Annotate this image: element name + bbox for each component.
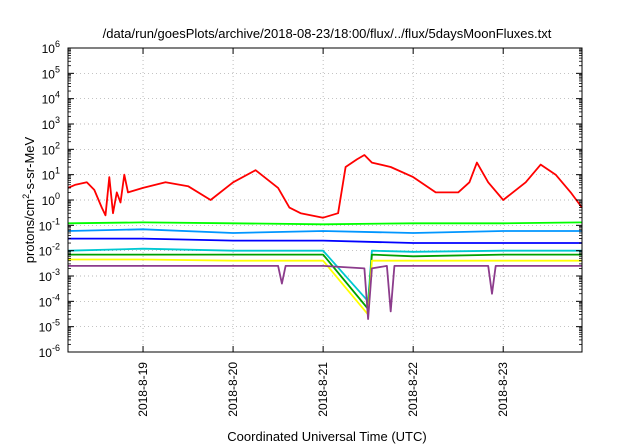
x-tick-label: 2018-8-20 — [226, 362, 240, 417]
y-tick-base: 10 — [42, 143, 56, 157]
y-tick-base: 10 — [42, 42, 56, 56]
y-tick-base: 10 — [42, 118, 56, 132]
y-tick-exponent: -2 — [52, 242, 60, 252]
y-tick-label: 104 — [42, 90, 60, 107]
y-tick-label: 10-5 — [39, 318, 60, 335]
y-tick-label: 10-6 — [39, 343, 60, 360]
y-tick-base: 10 — [39, 270, 53, 284]
y-tick-exponent: -3 — [52, 267, 60, 277]
series-lines — [67, 154, 583, 320]
y-axis-label-post: -s-sr-MeV — [22, 136, 37, 193]
y-axis-label-pre: protons/cm — [22, 199, 37, 263]
y-tick-label: 10-2 — [39, 242, 60, 259]
y-tick-label: 103 — [42, 115, 60, 132]
y-tick-base: 10 — [42, 169, 56, 183]
y-tick-exponent: 0 — [55, 191, 60, 201]
grid-lines — [68, 48, 582, 352]
y-tick-exponent: -6 — [52, 343, 60, 353]
y-tick-exponent: 4 — [55, 90, 60, 100]
y-tick-base: 10 — [42, 67, 56, 81]
y-tick-label: 102 — [42, 140, 60, 157]
y-tick-exponent: 3 — [55, 115, 60, 125]
series-line-2 — [67, 221, 583, 226]
y-tick-base: 10 — [42, 93, 56, 107]
y-tick-exponent: -1 — [52, 216, 60, 226]
y-tick-base: 10 — [42, 194, 56, 208]
x-tick-label: 2018-8-21 — [316, 362, 330, 417]
y-tick-exponent: -5 — [52, 318, 60, 328]
y-tick-exponent: 6 — [55, 39, 60, 49]
x-axis-ticks: 2018-8-19 2018-8-20 2018-8-21 2018-8-22 2018… — [136, 48, 510, 417]
chart-title: /data/run/goesPlots/archive/2018-08-23/1… — [103, 26, 552, 41]
y-tick-label: 106 — [42, 39, 60, 56]
y-axis-label: protons/cm2-s-sr-MeV — [21, 136, 37, 263]
y-tick-exponent: 1 — [55, 166, 60, 176]
y-tick-label: 100 — [42, 191, 60, 208]
series-line-8 — [68, 264, 582, 320]
y-tick-label: 105 — [42, 64, 60, 81]
y-tick-label: 10-1 — [39, 216, 60, 233]
y-tick-exponent: 5 — [55, 64, 60, 74]
x-axis-label: Coordinated Universal Time (UTC) — [227, 429, 426, 444]
series-line-7 — [68, 258, 582, 316]
y-tick-label: 10-4 — [39, 292, 60, 309]
x-tick-label: 2018-8-19 — [136, 362, 150, 417]
y-tick-base: 10 — [39, 295, 53, 309]
series-line-4 — [68, 237, 582, 244]
y-tick-base: 10 — [39, 346, 53, 360]
x-tick-label: 2018-8-23 — [496, 362, 510, 417]
y-tick-exponent: 2 — [55, 140, 60, 150]
y-tick-label: 101 — [42, 166, 60, 183]
series-line-3 — [67, 228, 582, 234]
y-tick-label: 10-3 — [39, 267, 60, 284]
y-tick-base: 10 — [39, 245, 53, 259]
y-axis-ticks: 10-610-510-410-310-210-11001011021031041… — [39, 39, 582, 360]
y-tick-exponent: -4 — [52, 292, 60, 302]
series-line-1 — [67, 154, 583, 219]
y-axis-label-sup: 2 — [21, 194, 31, 199]
y-tick-base: 10 — [39, 321, 53, 335]
y-tick-base: 10 — [39, 219, 53, 233]
x-tick-label: 2018-8-22 — [406, 362, 420, 417]
